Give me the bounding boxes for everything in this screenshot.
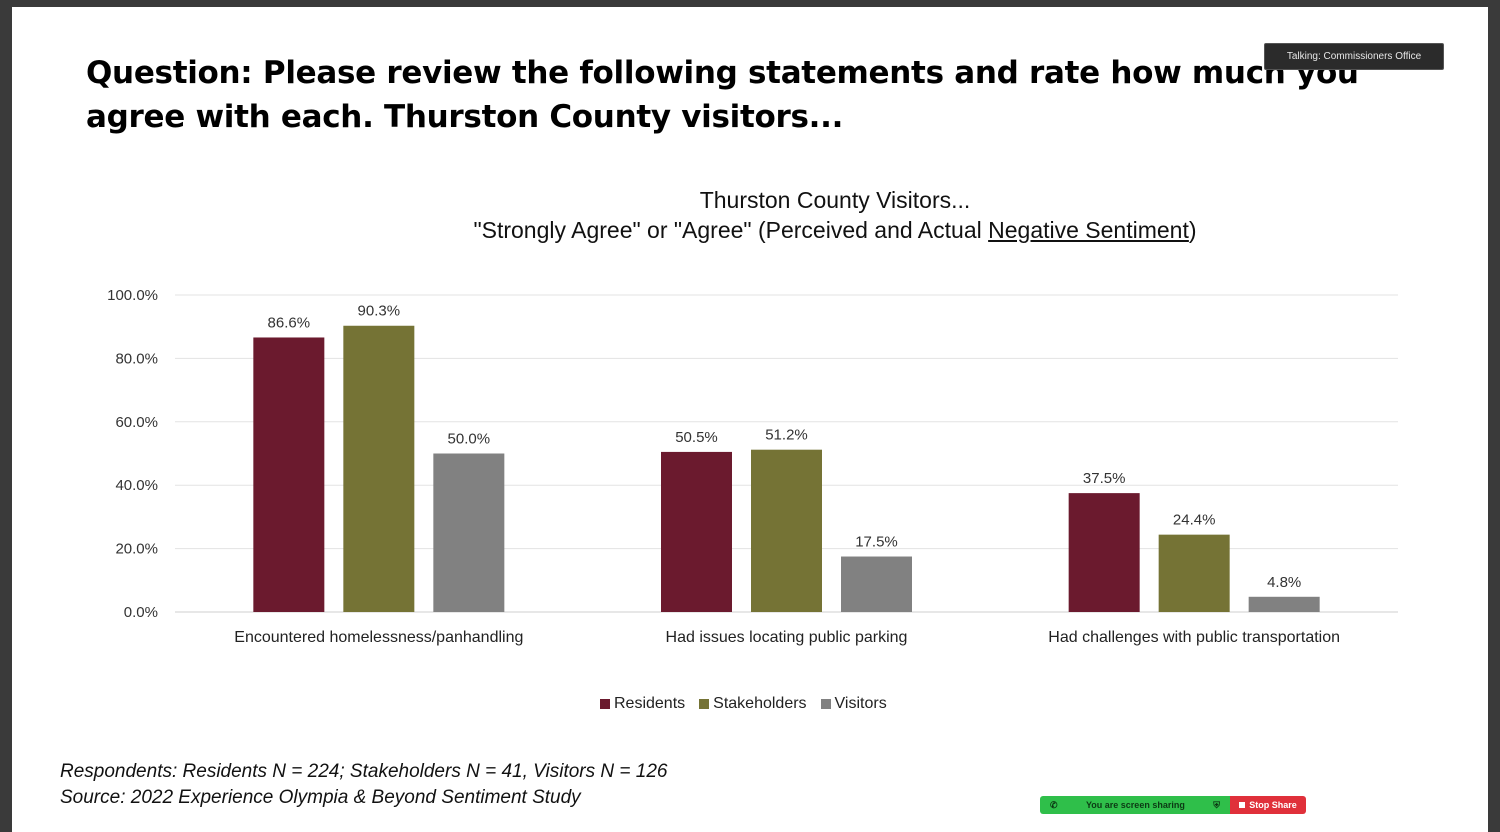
x-tick-label: Had challenges with public transportatio… [1048, 629, 1340, 646]
footnote: Respondents: Residents N = 224; Stakehol… [60, 759, 667, 811]
sharing-status-label: You are screen sharing [1085, 800, 1185, 810]
legend-item-residents: Residents [600, 695, 685, 713]
legend-label: Visitors [834, 695, 887, 712]
data-label: 50.5% [675, 429, 718, 446]
y-tick-label: 100.0% [107, 287, 158, 304]
chart-title: Thurston County Visitors... "Strongly Ag… [312, 185, 1358, 245]
bar-stakeholders [343, 325, 415, 612]
legend-item-visitors: Visitors [820, 695, 887, 713]
y-tick-label: 20.0% [115, 541, 158, 558]
bar-residents [1068, 493, 1140, 612]
data-label: 17.5% [855, 534, 898, 551]
question-line-1: Question: Please review the following st… [86, 55, 1359, 91]
data-label: 24.4% [1173, 512, 1216, 529]
bar-residents [661, 451, 732, 612]
data-label: 37.5% [1083, 470, 1126, 487]
bar-residents [253, 337, 325, 612]
data-label: 90.3% [358, 303, 401, 320]
legend-swatch [820, 699, 831, 709]
y-tick-label: 40.0% [115, 477, 158, 494]
bar-visitors [433, 453, 505, 612]
chart-title-prefix: "Strongly Agree" or "Agree" (Perceived a… [473, 217, 989, 243]
stop-icon [1239, 802, 1246, 808]
chart-title-line-2: "Strongly Agree" or "Agree" (Perceived a… [312, 215, 1358, 245]
shield-icon: ⛨ [1213, 799, 1220, 810]
bar-stakeholders [1158, 534, 1230, 612]
y-tick-label: 60.0% [115, 414, 158, 431]
chart-legend: Residents Stakeholders Visitors [600, 695, 887, 713]
y-tick-label: 0.0% [124, 604, 158, 621]
footnote-source: Source: 2022 Experience Olympia & Beyond… [60, 787, 581, 808]
data-label: 50.0% [448, 431, 491, 448]
talking-indicator: Talking: Commissioners Office [1264, 43, 1444, 70]
legend-label: Stakeholders [713, 695, 807, 712]
bar-visitors [841, 556, 912, 612]
y-tick-label: 80.0% [115, 350, 158, 367]
legend-swatch [600, 699, 610, 709]
legend-swatch [699, 699, 710, 709]
legend-label: Residents [614, 695, 686, 712]
bar-stakeholders [751, 449, 822, 612]
sharing-status[interactable]: ✆ You are screen sharing ⛨ [1040, 796, 1230, 814]
question-line-2: agree with each. Thurston County visitor… [86, 99, 844, 135]
footnote-respondents: Respondents: Residents N = 224; Stakehol… [60, 761, 668, 782]
stop-share-button[interactable]: Stop Share [1230, 796, 1306, 814]
stop-share-label: Stop Share [1249, 800, 1297, 810]
question-text: Question: Please review the following st… [86, 51, 1366, 139]
phone-icon: ✆ [1050, 799, 1058, 810]
chart-title-suffix: ) [1188, 217, 1197, 243]
chart-title-line-1: Thurston County Visitors... [699, 187, 971, 213]
data-label: 86.6% [268, 314, 311, 331]
x-tick-label: Encountered homelessness/panhandling [234, 629, 523, 646]
bar-visitors [1248, 596, 1320, 612]
screen-share-bar: ✆ You are screen sharing ⛨ Stop Share [1040, 796, 1306, 814]
x-tick-label: Had issues locating public parking [666, 629, 908, 646]
data-label: 51.2% [765, 427, 808, 444]
chart-title-underlined: Negative Sentiment [988, 217, 1189, 243]
data-label: 4.8% [1267, 574, 1301, 591]
legend-item-stakeholders: Stakeholders [699, 695, 807, 713]
